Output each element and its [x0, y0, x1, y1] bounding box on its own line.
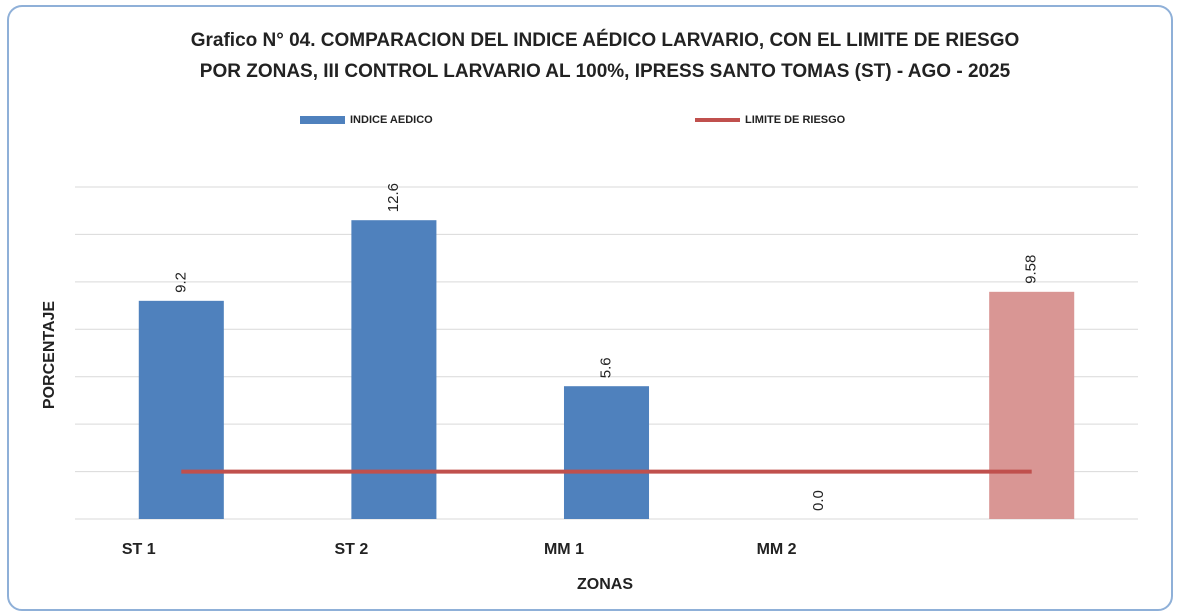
x-tick-label: ST 2: [334, 541, 368, 558]
legend-swatch: [300, 116, 345, 124]
x-tick-label: MM 2: [757, 541, 797, 558]
x-tick-label: MM 1: [544, 541, 584, 558]
bar: [989, 291, 1075, 519]
legend-label: INDICE AEDICO: [350, 114, 433, 126]
chart-title: POR ZONAS, III CONTROL LARVARIO AL 100%,…: [200, 61, 1011, 82]
x-tick-label: ST 1: [122, 541, 156, 558]
chart-frame: [7, 5, 1173, 611]
bar: [351, 220, 437, 519]
bar: [563, 386, 650, 519]
y-axis-label: PORCENTAJE: [41, 301, 58, 409]
x-axis-label: ZONAS: [577, 576, 633, 593]
legend-label: LIMITE DE RIESGO: [745, 114, 846, 126]
chart-title: Grafico N° 04. COMPARACION DEL INDICE AÉ…: [191, 29, 1020, 51]
data-label: 9.2: [172, 272, 189, 293]
data-label: 12.6: [385, 183, 402, 212]
data-label: 5.6: [597, 357, 614, 378]
data-label: 0.0: [810, 490, 827, 511]
data-label: 9.58: [1023, 255, 1040, 284]
bar: [138, 300, 224, 519]
